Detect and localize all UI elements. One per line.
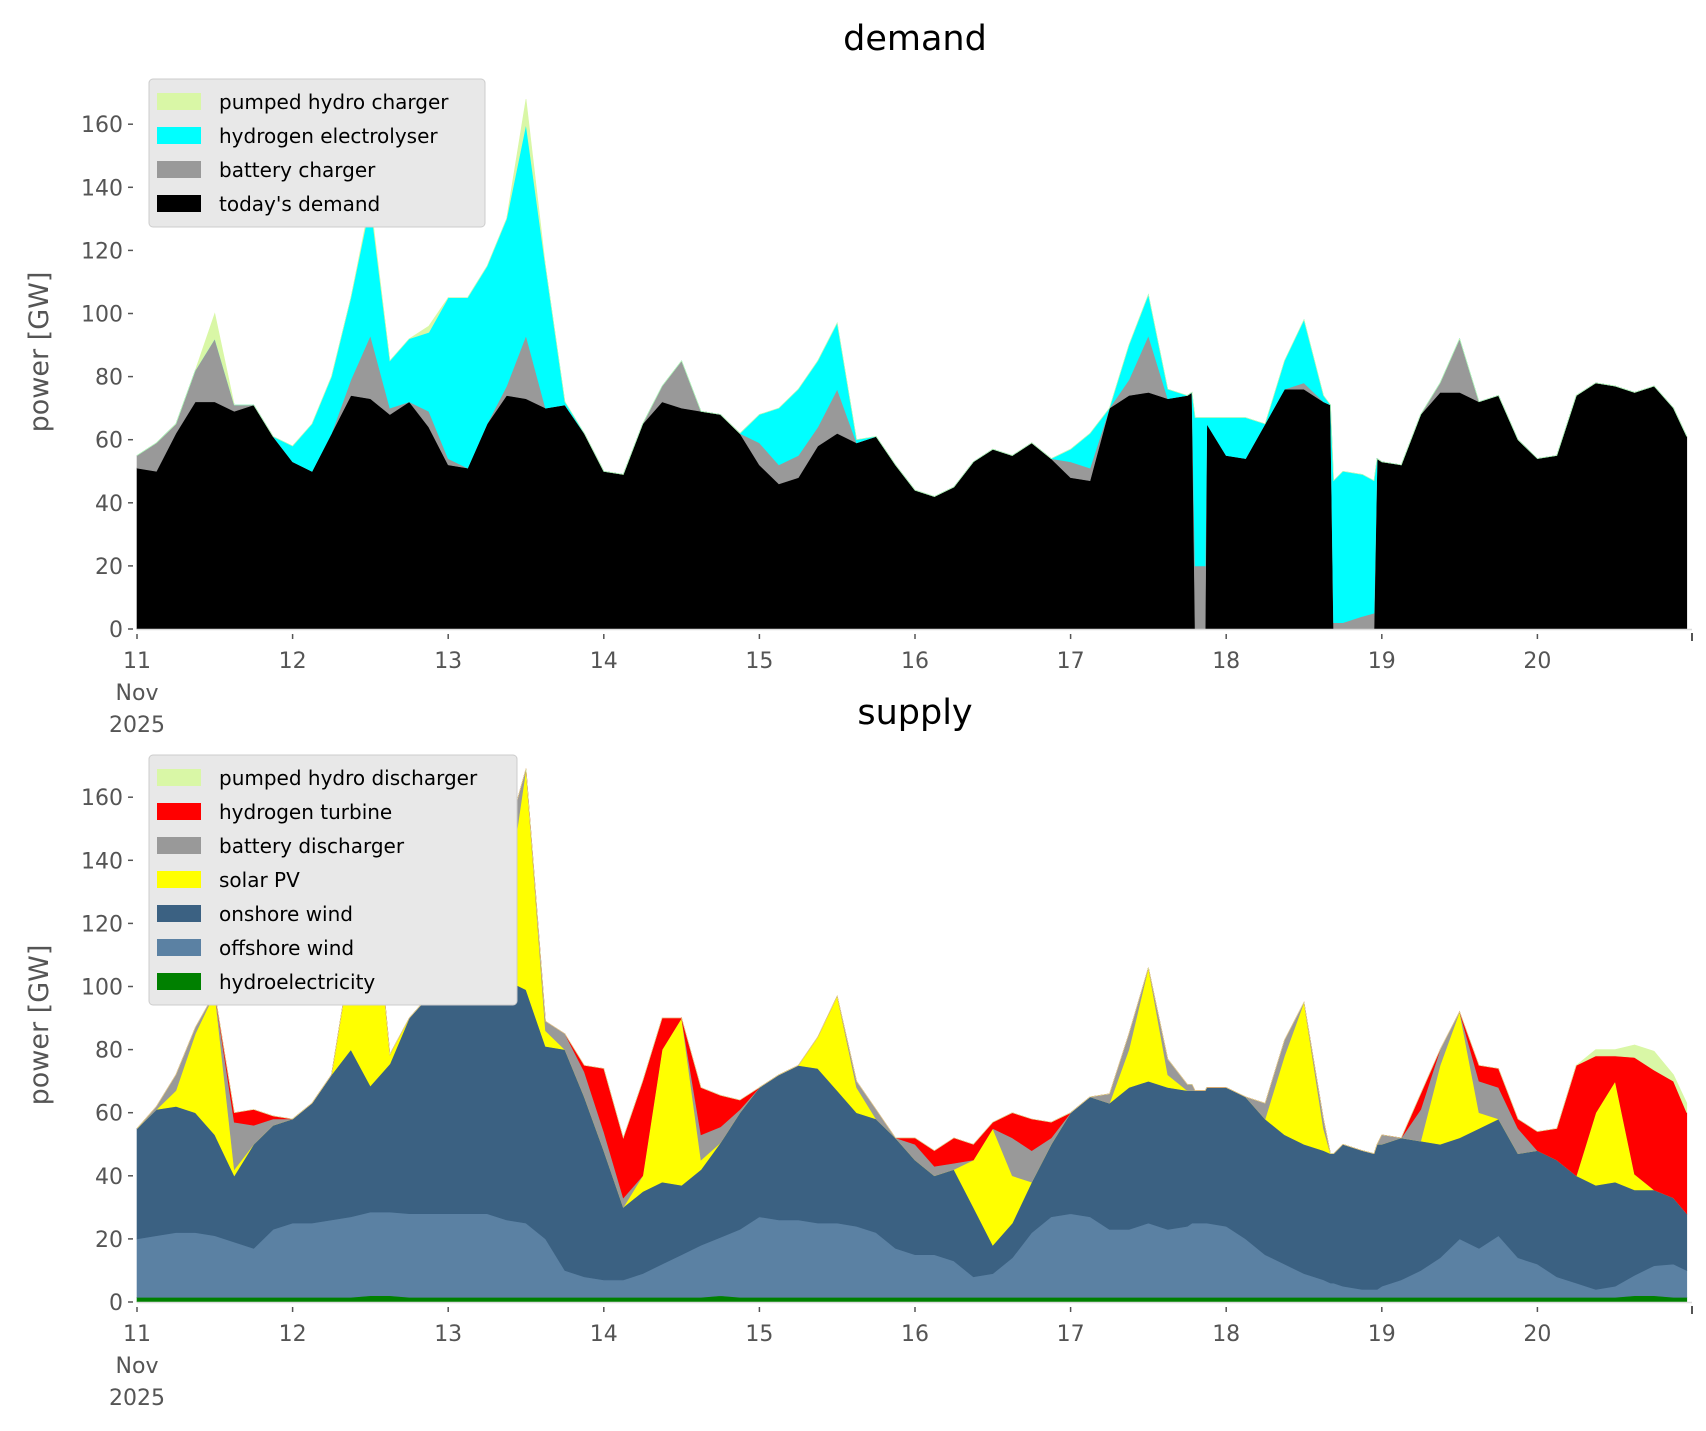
x-tick-label: 14 — [590, 649, 618, 674]
x-tick-label: 17 — [1057, 649, 1085, 674]
y-tick-label: 160 — [81, 786, 123, 811]
legend: pumped hydro charger hydrogen electrolyse… — [148, 78, 486, 228]
y-tick-label: 60 — [95, 1102, 123, 1127]
y-tick-label: 20 — [95, 555, 123, 580]
legend-swatch-offshore-wind — [157, 939, 201, 956]
y-tick-label: 140 — [81, 849, 123, 874]
axes: 0 20 40 60 80 100 120 140 160 11 Nov 2025 12 13 14 15 16… — [81, 786, 1693, 1411]
legend-box — [148, 754, 518, 1006]
y-tick-label: 100 — [81, 976, 123, 1001]
legend-swatch-onshore-wind — [157, 905, 201, 922]
legend: pumped hydro discharger hydrogen turbine b… — [148, 754, 518, 1006]
y-tick-label: 40 — [95, 1165, 123, 1190]
y-tick-label: 80 — [95, 366, 123, 391]
y-tick-label: 140 — [81, 176, 123, 201]
x-tick-label: Nov — [116, 681, 159, 706]
legend-label: pumped hydro charger — [219, 90, 449, 114]
x-tick-label: 12 — [279, 649, 307, 674]
stacked-areas — [136, 98, 1688, 630]
area-pumped-hydro-charger — [136, 98, 1688, 497]
y-tick-label: 80 — [95, 1039, 123, 1064]
x-tick-label: 19 — [1368, 649, 1396, 674]
legend-box — [148, 78, 486, 228]
legend-swatch-pumped-hydro-charger — [157, 93, 201, 110]
y-tick-label: 60 — [95, 429, 123, 454]
area-pumped-hydro-discharger — [136, 768, 1688, 1155]
x-tick-label: 20 — [1523, 1322, 1551, 1347]
y-tick-label: 0 — [109, 1291, 123, 1316]
legend-swatch-today-s-demand — [157, 195, 201, 212]
y-tick-label: 100 — [81, 303, 123, 328]
x-tick-label: 2025 — [109, 1386, 165, 1411]
area-today-s-demand — [136, 382, 1688, 630]
x-tick-label: 18 — [1212, 1322, 1240, 1347]
legend-swatch-solar-pv — [157, 871, 201, 888]
y-tick-label: 40 — [95, 492, 123, 517]
legend-label: today's demand — [219, 192, 380, 216]
x-tick-label: 20 — [1523, 649, 1551, 674]
legend-label: onshore wind — [219, 902, 353, 926]
x-tick-label: 19 — [1368, 1322, 1396, 1347]
axes: 0 20 40 60 80 100 120 140 160 11 Nov 2025 12 13 14 15 16… — [81, 113, 1693, 738]
legend-label: hydroelectricity — [219, 970, 375, 994]
stacked-areas — [136, 768, 1688, 1303]
legend-swatch-battery-discharger — [157, 837, 201, 854]
legend-label: offshore wind — [219, 936, 354, 960]
y-axis-label: power [GW] — [24, 272, 55, 433]
legend-swatch-battery-charger — [157, 161, 201, 178]
y-tick-label: 0 — [109, 618, 123, 643]
chart-title: demand — [843, 19, 987, 59]
x-tick-label: 12 — [279, 1322, 307, 1347]
x-tick-label: 13 — [434, 1322, 462, 1347]
x-tick-label: 2025 — [109, 713, 165, 738]
y-tick-label: 120 — [81, 239, 123, 264]
legend-swatch-pumped-hydro-discharger — [157, 769, 201, 786]
x-tick-label: 18 — [1212, 649, 1240, 674]
demand-chart: demand power [GW] 0 20 40 60 80 100 120 140 160 1… — [24, 19, 1693, 738]
x-tick-label: 15 — [745, 1322, 773, 1347]
x-tick-label: 13 — [434, 649, 462, 674]
legend-swatch-hydrogen-turbine — [157, 803, 201, 820]
legend-label: battery charger — [219, 158, 376, 182]
y-axis-label: power [GW] — [24, 945, 55, 1106]
x-tick-label: Nov — [116, 1354, 159, 1379]
chart-title: supply — [857, 693, 972, 733]
legend-label: hydrogen electrolyser — [219, 124, 438, 148]
x-tick-label: 16 — [901, 1322, 929, 1347]
legend-label: battery discharger — [219, 834, 405, 858]
x-tick-label: 11 — [123, 1322, 151, 1347]
y-tick-label: 160 — [81, 113, 123, 138]
legend-swatch-hydrogen-electrolyser — [157, 127, 201, 144]
x-tick-label: 17 — [1057, 1322, 1085, 1347]
x-tick-label: 15 — [745, 649, 773, 674]
x-tick-label: 14 — [590, 1322, 618, 1347]
x-tick-label: 16 — [901, 649, 929, 674]
x-tick-label: 11 — [123, 649, 151, 674]
y-tick-label: 20 — [95, 1228, 123, 1253]
y-tick-label: 120 — [81, 912, 123, 937]
legend-label: pumped hydro discharger — [219, 766, 478, 790]
supply-chart: supply power [GW] 0 20 40 60 80 100 120 140 160 1… — [24, 693, 1693, 1411]
legend-swatch-hydroelectricity — [157, 973, 201, 990]
legend-label: solar PV — [219, 868, 300, 892]
legend-label: hydrogen turbine — [219, 800, 392, 824]
